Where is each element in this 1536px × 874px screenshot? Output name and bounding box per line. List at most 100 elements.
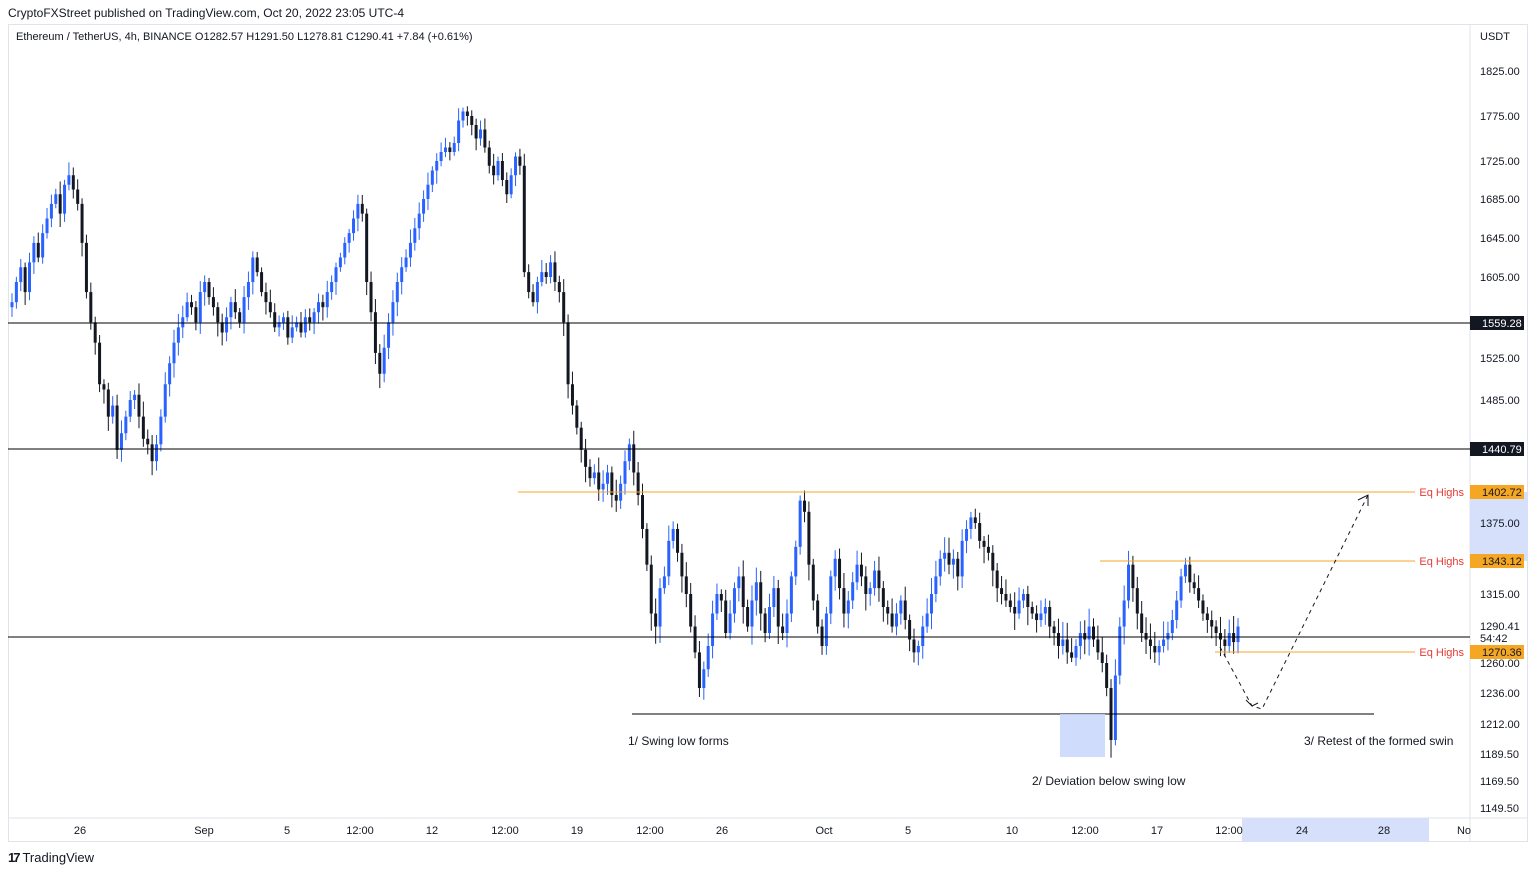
candle-body bbox=[1179, 576, 1183, 601]
candle-body bbox=[400, 267, 404, 283]
candle-body bbox=[1100, 652, 1104, 663]
countdown-label: 54:42 bbox=[1480, 633, 1508, 645]
candle-body bbox=[597, 472, 601, 490]
candle-body bbox=[1004, 594, 1008, 601]
candle-body bbox=[1105, 663, 1109, 688]
candle-body bbox=[286, 317, 290, 338]
y-tick-label: 1775.00 bbox=[1480, 111, 1520, 123]
level-price-tag bbox=[1470, 442, 1524, 456]
candle-body bbox=[1021, 594, 1025, 601]
candle-body bbox=[194, 307, 198, 323]
candle-body bbox=[1096, 639, 1100, 653]
candle-body bbox=[115, 405, 119, 450]
x-tick-label: Sep bbox=[194, 825, 214, 837]
candle-body bbox=[938, 558, 942, 577]
candle-body bbox=[960, 540, 964, 577]
candle-body bbox=[930, 594, 933, 614]
candle-body bbox=[934, 576, 938, 594]
candle-body bbox=[299, 322, 303, 333]
candle-body bbox=[58, 194, 62, 214]
level-price-label: 1440.79 bbox=[1482, 444, 1522, 456]
x-tick-label: 10 bbox=[1006, 825, 1018, 837]
candle-body bbox=[1166, 633, 1170, 640]
candle-body bbox=[321, 302, 325, 308]
candle-body bbox=[479, 129, 483, 139]
candle-body bbox=[697, 652, 701, 688]
candle-body bbox=[496, 161, 500, 176]
candle-body bbox=[246, 282, 250, 298]
candle-body bbox=[973, 517, 977, 523]
candle-body bbox=[732, 588, 736, 614]
candle-body bbox=[816, 600, 820, 627]
y-tick-label: 1645.00 bbox=[1480, 233, 1520, 245]
y-tick-label: 1525.00 bbox=[1480, 353, 1520, 365]
candle-body bbox=[67, 175, 71, 185]
candle-body bbox=[360, 203, 364, 214]
candle-body bbox=[1214, 626, 1218, 634]
candle-body bbox=[566, 322, 570, 385]
candle-body bbox=[54, 194, 58, 204]
candle-body bbox=[457, 120, 461, 143]
candle-body bbox=[838, 558, 842, 589]
candle-body bbox=[352, 218, 356, 234]
candle-body bbox=[509, 175, 513, 195]
candle-body bbox=[750, 600, 754, 627]
candle-body bbox=[1183, 564, 1187, 577]
currency-label: USDT bbox=[1480, 31, 1510, 43]
candle-body bbox=[803, 500, 807, 512]
candle-body bbox=[1148, 639, 1152, 646]
candle-body bbox=[207, 282, 211, 298]
candle-body bbox=[119, 433, 123, 450]
candle-body bbox=[1017, 600, 1021, 614]
x-tick-label: 12:00 bbox=[1071, 825, 1099, 837]
candle-body bbox=[426, 184, 430, 199]
level-price-tag bbox=[1470, 554, 1524, 568]
eq-highs-label: Eq Highs bbox=[1419, 556, 1464, 568]
candle-body bbox=[592, 472, 596, 479]
candle-body bbox=[347, 233, 351, 243]
candle-body bbox=[474, 125, 478, 139]
candle-body bbox=[921, 626, 925, 646]
candle-body bbox=[706, 645, 710, 670]
candle-body bbox=[1205, 613, 1209, 621]
candle-body bbox=[632, 444, 636, 473]
candle-body bbox=[435, 161, 439, 171]
candle-body bbox=[557, 282, 561, 293]
candle-body bbox=[93, 322, 97, 343]
projection-path bbox=[1219, 494, 1369, 710]
candle-body bbox=[851, 582, 855, 601]
candle-body bbox=[225, 317, 229, 333]
candle-body bbox=[443, 147, 447, 152]
candle-body bbox=[636, 472, 640, 496]
x-tick-label: 12:00 bbox=[346, 825, 374, 837]
candle-body bbox=[951, 558, 955, 565]
candle-body bbox=[798, 500, 802, 547]
candle-body bbox=[238, 312, 242, 323]
candle-body bbox=[868, 588, 872, 594]
x-tick-label: 26 bbox=[74, 825, 86, 837]
candle-body bbox=[439, 152, 443, 161]
candle-body bbox=[627, 444, 631, 462]
y-tick-label: 1605.00 bbox=[1480, 272, 1520, 284]
candle-body bbox=[334, 267, 338, 283]
candle-body bbox=[667, 540, 671, 577]
candle-body bbox=[216, 307, 220, 323]
eq-highs-label: Eq Highs bbox=[1419, 647, 1464, 659]
candle-body bbox=[10, 302, 14, 308]
candle-body bbox=[470, 116, 474, 125]
candle-body bbox=[1092, 626, 1096, 640]
candle-body bbox=[829, 576, 833, 614]
candle-body bbox=[540, 272, 544, 283]
candle-body bbox=[1122, 600, 1126, 627]
candle-body bbox=[1127, 564, 1131, 601]
candle-body bbox=[553, 262, 557, 283]
annotation-text: 2/ Deviation below swing low bbox=[1032, 774, 1186, 788]
candle-body bbox=[1039, 613, 1043, 621]
candle-body bbox=[894, 613, 898, 627]
candle-body bbox=[211, 297, 215, 308]
candle-body bbox=[203, 282, 207, 293]
candle-body bbox=[185, 302, 189, 318]
candle-body bbox=[807, 511, 811, 565]
candle-body bbox=[255, 257, 259, 273]
